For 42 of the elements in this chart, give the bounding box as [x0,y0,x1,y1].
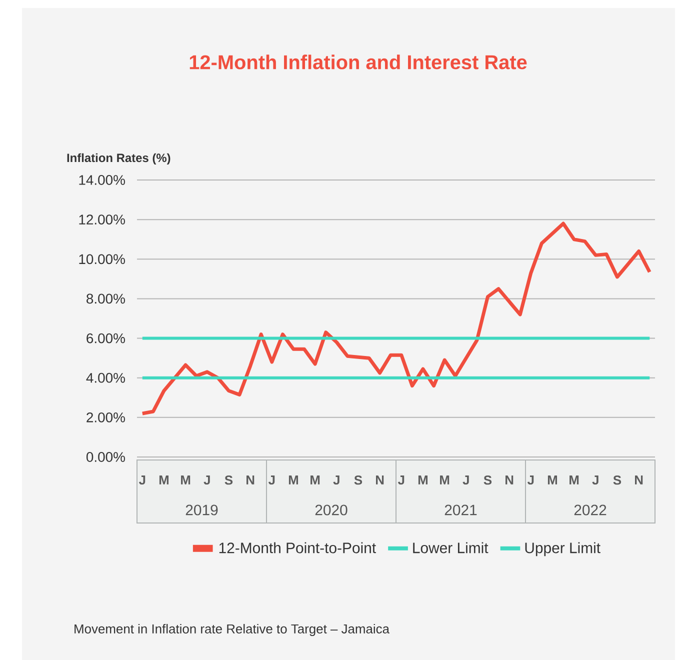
x-tick-label: J [398,476,404,485]
x-tick-label: M [310,476,320,484]
x-tick-label: M [288,476,298,484]
chart-title: 12-Month Inflation and Interest Rate [190,54,527,70]
y-axis-title: Inflation Rates (%) [67,153,170,164]
text: 2019 [186,504,218,516]
y-tick-label: 8.00% [86,294,125,304]
x-tick-label: J [528,476,534,485]
y-tick-label: 6.00% [86,333,125,344]
y-tick-label: 0.00% [86,452,125,462]
x-tick-label: M [181,476,190,484]
x-tick-label: M [159,476,169,484]
text: Movement in Inflation rate Relative to Target – Jamaica [74,624,390,636]
text: 2021 [444,504,477,516]
x-tick-label: J [592,476,598,485]
x-tick-label: J [462,476,469,485]
x-tick-label: S [224,476,233,485]
text: 2020 [315,504,348,516]
x-tick-label: J [333,476,340,485]
y-tick-label: 14.00% [79,175,125,185]
x-tick-label: N [376,476,384,484]
x-tick-label: S [354,476,362,485]
x-tick-label: M [570,476,579,484]
legend-label: Lower Limit [413,542,488,554]
x-tick-label: N [635,476,643,484]
y-tick-label: 12.00% [79,214,125,225]
x-tick-label: M [548,476,558,484]
x-tick-label: J [139,476,146,485]
x-tick-label: M [418,476,428,484]
x-tick-label: J [268,476,275,485]
x-tick-label: S [484,476,492,485]
x-tick-label: M [440,476,450,484]
legend-label: 12-Month Point-to-Point [219,542,376,554]
x-tick-label: S [613,476,622,485]
y-tick-label: 4.00% [86,372,125,383]
y-tick-label: 10.00% [79,254,125,264]
y-tick-label: 2.00% [86,412,125,422]
x-tick-label: J [204,476,210,485]
text: 2022 [574,504,606,516]
x-tick-label: N [246,476,254,484]
x-tick-label: N [506,476,514,484]
legend-label: Upper Limit [525,542,600,556]
